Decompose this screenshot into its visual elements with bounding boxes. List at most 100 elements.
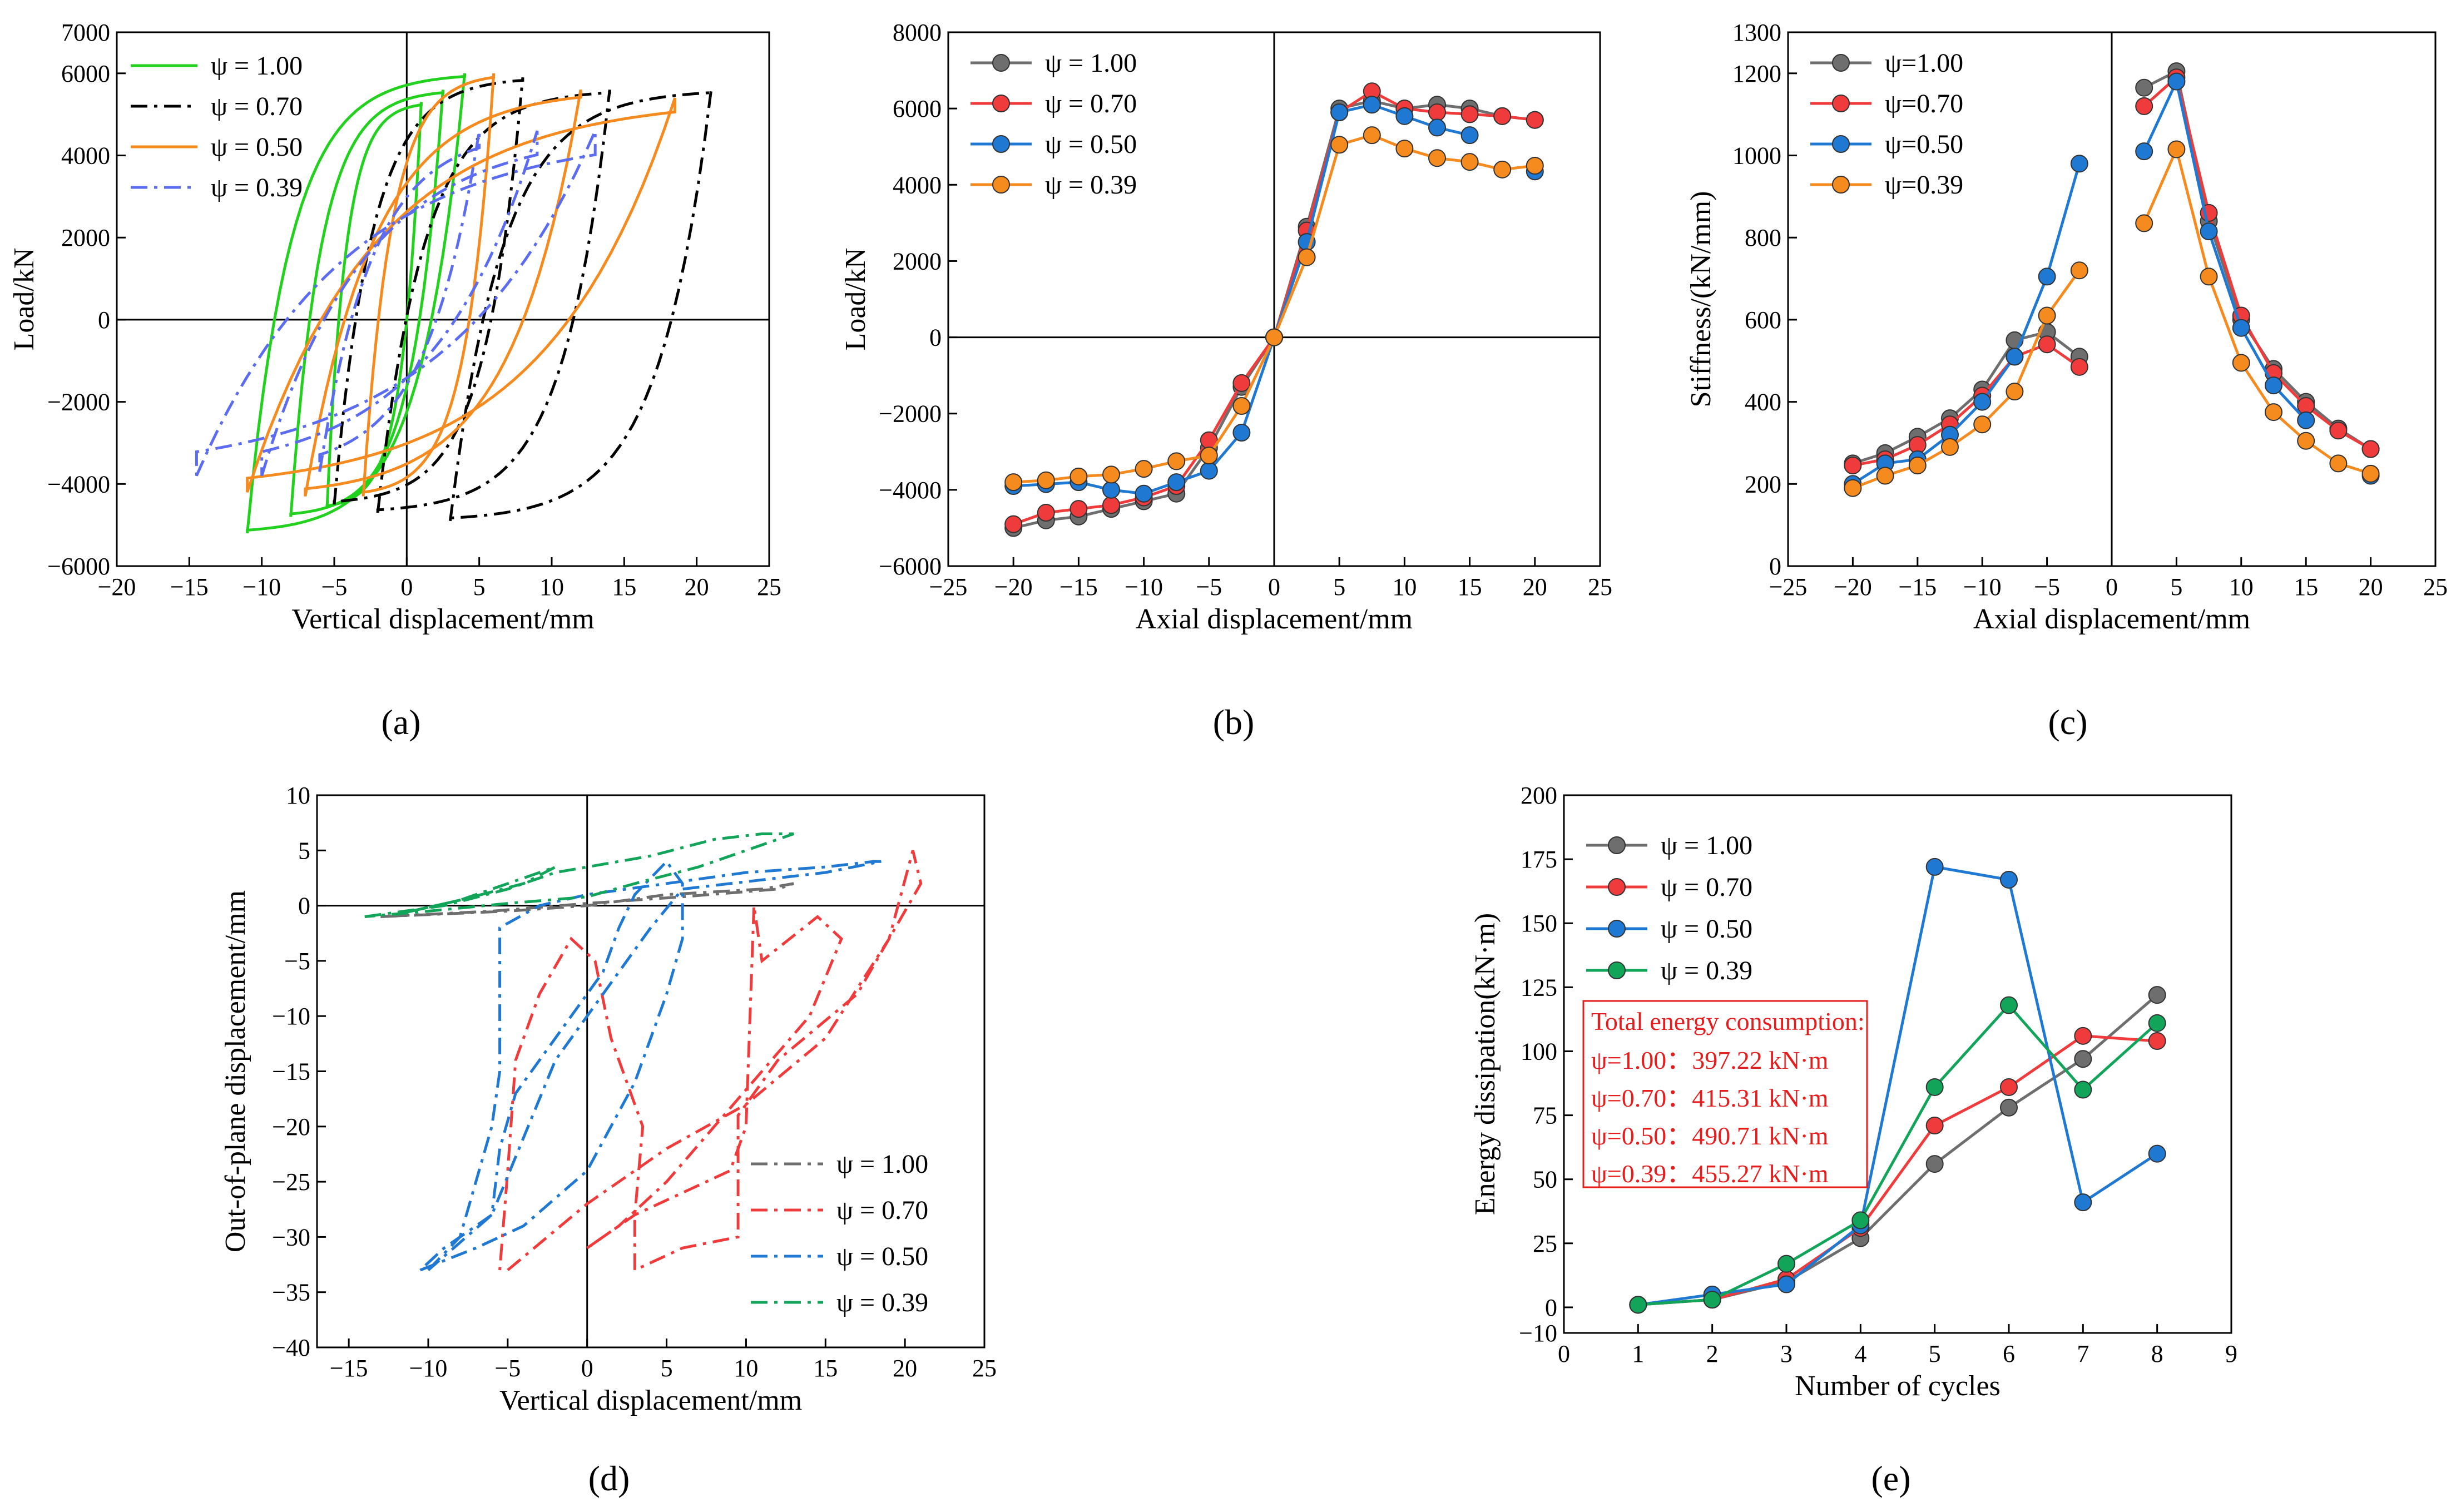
series-path — [498, 850, 923, 1272]
x-tick-label: 5 — [661, 1355, 673, 1382]
x-tick-label: −20 — [98, 573, 136, 601]
y-tick-label: 200 — [1521, 782, 1557, 809]
legend-label: ψ = 1.00 — [1661, 831, 1752, 860]
annotation-line: ψ=0.39：455.27 kN·m — [1591, 1159, 1829, 1188]
y-tick-label: 125 — [1521, 974, 1557, 1001]
legend-marker — [1608, 836, 1626, 854]
data-point — [1167, 473, 1186, 492]
series-path — [364, 832, 794, 918]
x-tick-label: −25 — [929, 573, 968, 601]
caption-e: (e) — [1871, 1459, 1910, 1498]
data-point — [1298, 248, 1316, 266]
y-tick-label: 7000 — [61, 19, 110, 46]
plot-frame — [1563, 794, 2232, 1334]
x-tick-label: 15 — [813, 1355, 838, 1382]
x-axis-label: Vertical displacement/mm — [499, 1385, 802, 1416]
data-point — [1925, 1078, 1944, 1096]
x-axis-label: Number of cycles — [1795, 1370, 2001, 1402]
data-point — [1037, 504, 1055, 522]
y-tick-label: 2000 — [893, 247, 942, 275]
data-point — [2135, 142, 2153, 161]
data-point — [2074, 1193, 2092, 1212]
panel-b-load-axial-skeleton: −25 −20 −15 −10 −5 0 5 10 15 20 25 −6000 −4000 −2000 0… — [840, 19, 1612, 635]
x-tick-label: −5 — [494, 1355, 521, 1382]
data-point — [2265, 376, 2282, 395]
y-tick-label: −10 — [1519, 1320, 1557, 1347]
y-tick-label: 175 — [1521, 846, 1557, 873]
x-tick-label: −15 — [330, 1355, 368, 1382]
legend: ψ = 1.00 ψ = 0.70 ψ = 0.50 ψ = 0.39 — [970, 48, 1137, 200]
data-point — [2232, 319, 2250, 337]
data-point — [1460, 153, 1479, 171]
y-tick-label: −15 — [272, 1058, 310, 1085]
caption-a: (a) — [381, 702, 420, 742]
y-tick-label: 150 — [1521, 910, 1557, 937]
y-tick-label: 5 — [298, 837, 310, 864]
panel-c-stiffness-degradation: −25 −20 −15 −10 −5 0 5 10 15 20 25 0 200 400 600 800 100… — [1685, 19, 2448, 635]
data-point — [1069, 467, 1088, 485]
legend-marker — [1608, 961, 1626, 979]
legend-marker — [992, 54, 1010, 72]
legend-label: ψ=1.00 — [1885, 48, 1963, 78]
y-tick-label: 100 — [1521, 1038, 1557, 1065]
data-point — [2074, 1027, 2092, 1045]
data-point — [1925, 1117, 1944, 1135]
y-tick-label: −2000 — [879, 400, 942, 428]
data-point — [2297, 411, 2315, 429]
data-point — [2297, 432, 2315, 450]
x-tick-label: 10 — [734, 1355, 758, 1382]
x-tick-label: 0 — [2106, 573, 2118, 601]
y-tick-label: 0 — [298, 893, 310, 920]
legend-label: ψ = 0.70 — [1661, 873, 1752, 902]
data-point — [1037, 471, 1055, 489]
x-tick-label: −10 — [1963, 573, 2002, 601]
series-path — [380, 882, 794, 918]
x-axis-label: Axial displacement/mm — [1136, 603, 1413, 635]
hysteresis-loop — [195, 130, 597, 477]
data-point — [1526, 111, 1544, 129]
hysteresis-loop — [376, 90, 611, 513]
legend-label: ψ = 0.39 — [211, 173, 303, 202]
x-tick-label: 10 — [1392, 573, 1417, 601]
y-tick-label: 0 — [1545, 1294, 1557, 1321]
panel-e-energy-dissipation: 0 1 2 3 4 5 6 7 8 9 −100 25 50 75 100 125 150 175 200 Numbe… — [1469, 782, 2237, 1402]
y-axis-label: Out-of-plane displacement/mm — [220, 890, 251, 1252]
x-tick-label: 20 — [2359, 573, 2383, 601]
data-point — [1844, 479, 1862, 497]
y-tick-label: 400 — [1745, 389, 1781, 416]
y-tick-label: 1300 — [1732, 19, 1781, 46]
data-point — [2167, 140, 2186, 158]
data-point — [2038, 267, 2056, 286]
data-point — [1167, 452, 1186, 470]
y-tick-label: 6000 — [893, 95, 942, 122]
data-point — [1395, 140, 1414, 158]
data-point — [2148, 986, 2166, 1004]
legend-label: ψ = 0.70 — [1045, 89, 1137, 118]
data-point — [1004, 473, 1023, 492]
data-point — [1428, 103, 1446, 121]
x-tick-label: −20 — [1834, 573, 1872, 601]
x-axis-label: Axial displacement/mm — [1973, 603, 2250, 635]
y-tick-label: −2000 — [47, 389, 110, 416]
x-tick-label: 0 — [581, 1355, 593, 1382]
y-tick-label: 0 — [1769, 553, 1781, 580]
x-tick-label: 0 — [1268, 573, 1280, 601]
y-tick-label: −6000 — [47, 553, 110, 580]
data-point — [2148, 1144, 2166, 1163]
series-path — [586, 905, 843, 1250]
series-line — [1638, 1034, 2157, 1306]
x-tick-label: −5 — [1196, 573, 1222, 601]
legend-marker — [992, 176, 1010, 194]
y-tick-label: −10 — [272, 1003, 310, 1030]
data-point — [1925, 857, 1944, 876]
series-line — [2143, 75, 2371, 450]
y-tick-label: 1200 — [1732, 60, 1781, 87]
y-tick-label: 0 — [98, 306, 110, 334]
data-point — [1330, 103, 1349, 121]
x-tick-label: 5 — [1929, 1340, 1941, 1367]
data-point — [1493, 107, 1512, 125]
legend-label: ψ = 0.39 — [836, 1288, 928, 1317]
data-point — [1428, 118, 1446, 137]
data-point — [2232, 354, 2250, 372]
hysteresis-loop — [246, 73, 467, 534]
